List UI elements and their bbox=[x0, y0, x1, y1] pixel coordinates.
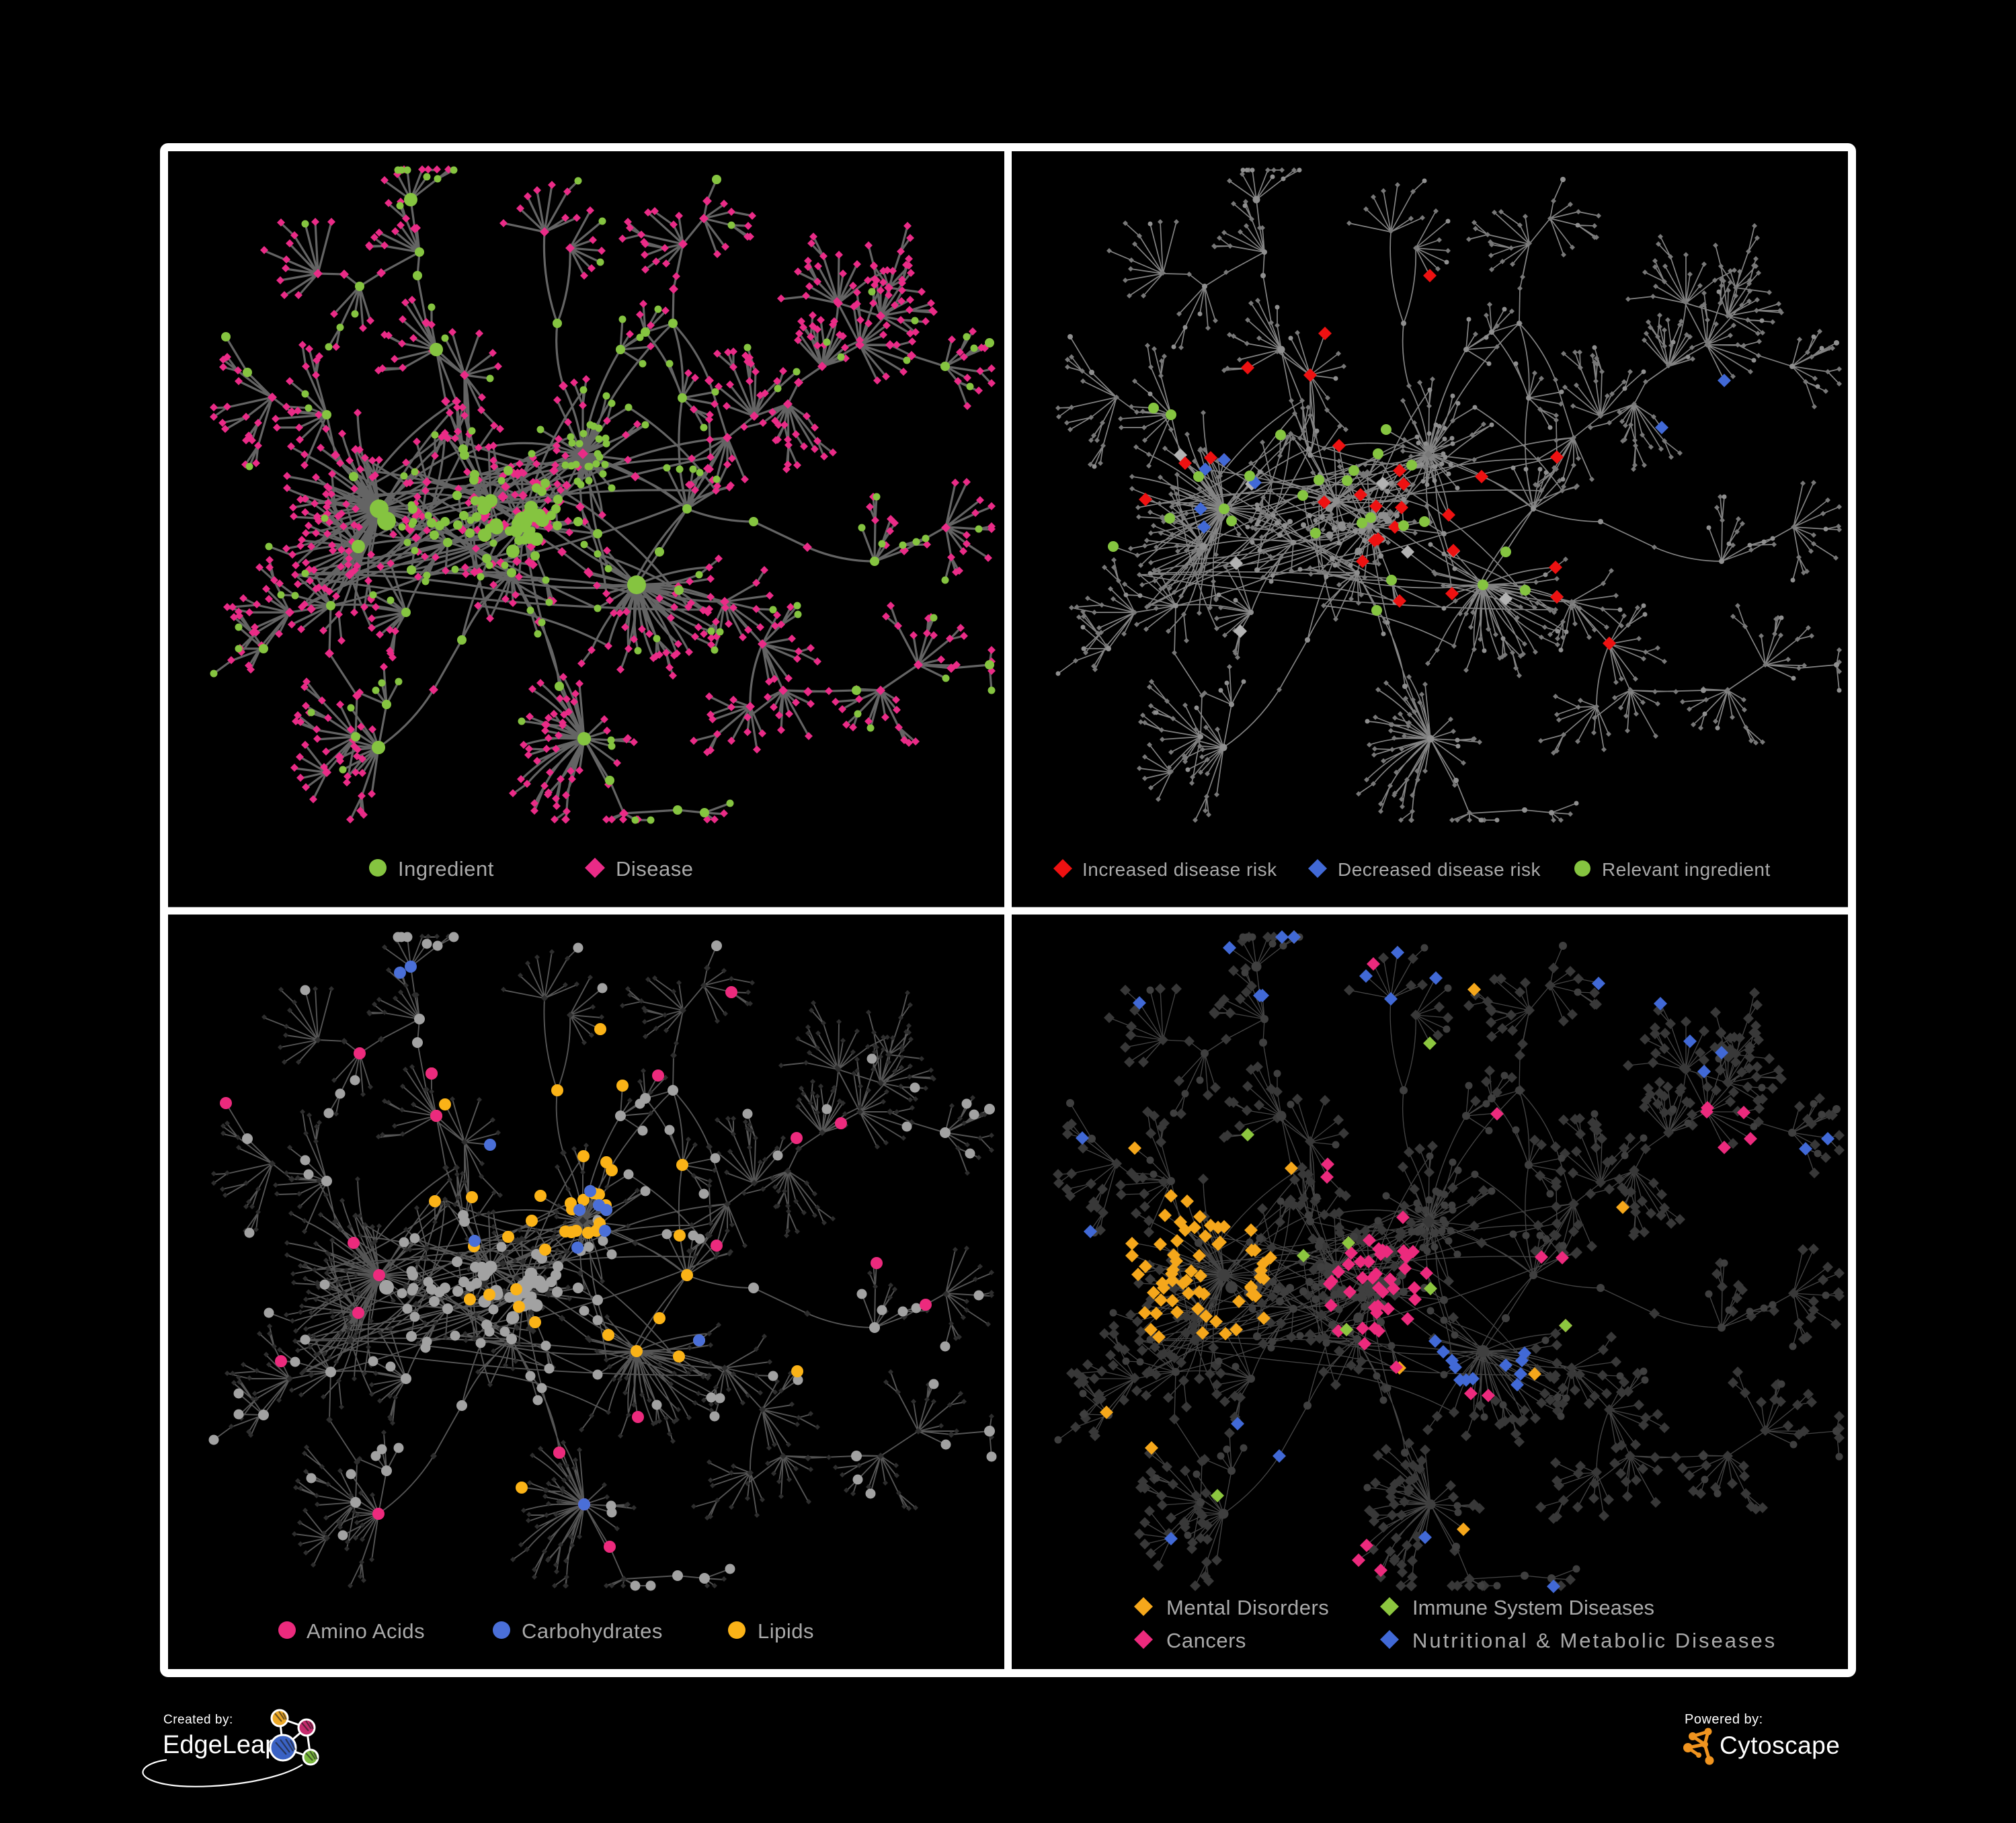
svg-text:Mental Disorders: Mental Disorders bbox=[1166, 1596, 1329, 1619]
svg-text:Immune System Diseases: Immune System Diseases bbox=[1412, 1596, 1654, 1619]
svg-text:Ingredient: Ingredient bbox=[398, 857, 494, 881]
svg-text:Created by:: Created by: bbox=[163, 1713, 233, 1727]
svg-text:Amino Acids: Amino Acids bbox=[307, 1619, 425, 1643]
svg-text:Disease: Disease bbox=[616, 857, 694, 881]
svg-text:Relevant ingredient: Relevant ingredient bbox=[1602, 859, 1771, 880]
svg-text:Decreased disease risk: Decreased disease risk bbox=[1338, 859, 1541, 880]
svg-text:Cytoscape: Cytoscape bbox=[1720, 1732, 1840, 1759]
svg-text:Increased disease risk: Increased disease risk bbox=[1082, 859, 1277, 880]
svg-text:Cancers: Cancers bbox=[1166, 1629, 1246, 1652]
svg-text:Powered by:: Powered by: bbox=[1685, 1712, 1763, 1727]
svg-text:Lipids: Lipids bbox=[758, 1619, 814, 1643]
svg-text:Carbohydrates: Carbohydrates bbox=[522, 1619, 663, 1643]
svg-text:EdgeLeap: EdgeLeap bbox=[163, 1731, 279, 1759]
svg-text:Nutritional & Metabolic Diseas: Nutritional & Metabolic Diseases bbox=[1412, 1629, 1777, 1652]
